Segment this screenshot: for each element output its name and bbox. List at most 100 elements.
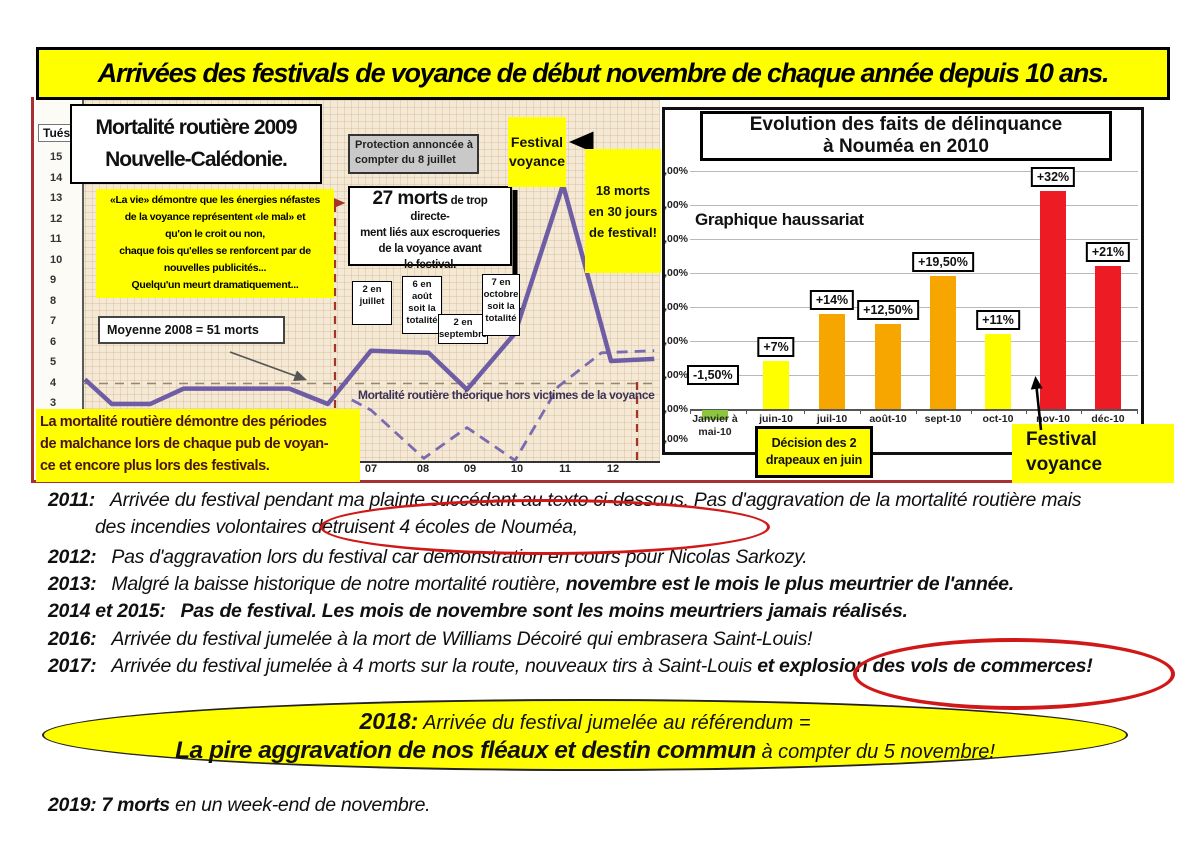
- right-chart-inner-label: Graphique haussariat: [695, 210, 864, 229]
- deaths-18-box: 18 morts en 30 jours de festival!: [585, 149, 661, 273]
- y-axis-label: ,00%: [664, 433, 688, 445]
- timeline-row-2011: 2011: Arrivée du festival pendant ma pla…: [48, 489, 1178, 512]
- x-tick-label: 07: [364, 463, 378, 475]
- year-label: 2011:: [48, 489, 95, 511]
- x-category-label: août-10: [869, 413, 907, 425]
- bar-déc-10: [1095, 266, 1121, 409]
- dashed-line-label: Mortalité routière théorique hors victim…: [358, 388, 655, 402]
- timeline-row-2012: 2012: Pas d'aggravation lors du festival…: [48, 546, 1178, 569]
- bar-value-label: +14%: [809, 289, 855, 310]
- x-tick-label: 12: [606, 463, 620, 475]
- year-label: 2013:: [48, 573, 97, 595]
- bar-oct-10: [985, 334, 1011, 409]
- year-label: 2014 et 2015:: [48, 600, 166, 622]
- bar-value-label: +12,50%: [857, 300, 919, 320]
- left-chart-title: Mortalité routière 2009 Nouvelle-Calédon…: [70, 104, 322, 184]
- x-category-label: sept-10: [924, 413, 962, 425]
- deaths-27-box: 27 morts de trop directe- ment liés aux …: [348, 186, 512, 271]
- left-chart-road-mortality: Tués Mortalité routière 2009 Nouvelle-Ca…: [36, 100, 661, 482]
- x-axis-tick: [1137, 409, 1138, 414]
- deaths-october-box: 7 en octobre soit la totalité: [482, 274, 520, 336]
- x-category-label: déc-10: [1091, 413, 1125, 425]
- x-axis-tick: [971, 409, 972, 414]
- y-tick-label: 13: [50, 192, 63, 204]
- timeline-text: Arrivée du festival jumelée à 4 morts su…: [111, 655, 1093, 677]
- x-axis-tick: [690, 409, 691, 414]
- y-tick-label: 10: [50, 253, 63, 266]
- y-tick-label: 3: [50, 397, 57, 409]
- y-axis-title: Tués: [38, 124, 76, 142]
- timeline-text: Arrivée du festival pendant ma plainte s…: [109, 489, 1082, 511]
- y-tick-label: 12: [50, 212, 63, 225]
- timeline-row-2011-line2: des incendies volontaires détruisent 4 é…: [95, 516, 578, 538]
- x-category-label: oct-10: [982, 413, 1014, 425]
- y-tick-label: 11: [50, 233, 62, 245]
- deaths-september-box: 2 en septembre: [438, 314, 488, 344]
- y-tick-label: 15: [50, 151, 63, 163]
- deaths-27-text: de trop directe- ment liés aux escroquer…: [360, 195, 500, 271]
- year-label: 2017:: [48, 655, 97, 677]
- timeline-text: Arrivée du festival jumelée à la mort de…: [111, 628, 813, 650]
- x-axis-tick: [1026, 409, 1027, 414]
- bar-value-label: +21%: [1085, 242, 1131, 263]
- y-tick-label: 14: [50, 171, 63, 184]
- year-label: 2012:: [48, 546, 97, 568]
- timeline-row-2016: 2016: Arrivée du festival jumelée à la m…: [48, 628, 1178, 651]
- right-chart-frame: [662, 107, 1144, 455]
- protection-box: Protection annoncée à compter du 8 juill…: [348, 134, 479, 174]
- highlight-oval-2018: 2018: Arrivée du festival jumelée au réf…: [42, 699, 1128, 771]
- deaths-july-box: 2 en juillet: [352, 281, 392, 325]
- timeline-text: Pas de festival. Les mois de novembre so…: [180, 600, 908, 622]
- bar-value-label: +32%: [1030, 167, 1076, 188]
- gridline: [690, 273, 1138, 274]
- y-axis-label: ,00%: [664, 165, 688, 177]
- deaths-august-box: 6 en août soit la totalité: [402, 276, 442, 334]
- bar-juin-10: [763, 361, 789, 409]
- mean-2008-box: Moyenne 2008 = 51 morts: [98, 316, 285, 344]
- y-tick-label: 5: [50, 356, 57, 368]
- oval-line2: La pire aggravation de nos fléaux et des…: [175, 737, 995, 764]
- timeline-text: Pas d'aggravation lors du festival car d…: [111, 546, 808, 568]
- oval-line1: 2018: Arrivée du festival jumelée au réf…: [359, 708, 811, 734]
- decision-box: Décision des 2 drapeaux en juin: [755, 426, 873, 478]
- festival-up-arrow: [1030, 376, 1043, 431]
- x-axis-tick: [804, 409, 805, 414]
- flyer-border-bottom: [31, 480, 1171, 483]
- bar-value-label: +19,50%: [912, 252, 974, 273]
- theoretical-mortality-line: [351, 349, 655, 462]
- x-category-label: nov-10: [1036, 413, 1070, 425]
- timeline-row-2014-2015: 2014 et 2015: Pas de festival. Les mois …: [48, 600, 1178, 623]
- y-axis-label: ,00%: [664, 403, 688, 415]
- y-tick-label: 6: [50, 335, 57, 348]
- deaths-27-number: 27 morts: [372, 188, 449, 209]
- x-tick-label: 11: [559, 463, 571, 475]
- y-axis-label: ,00%: [664, 199, 688, 211]
- x-tick-label: 08: [416, 463, 430, 475]
- y-axis-label: ,00%: [664, 369, 688, 381]
- gridline: [690, 171, 1138, 172]
- y-axis-label: ,00%: [664, 335, 688, 347]
- x-axis-tick: [1081, 409, 1082, 414]
- bar-Janvier à-mai-10: [702, 410, 728, 421]
- right-chart-title: Evolution des faits de délinquance à Nou…: [700, 111, 1112, 161]
- bar-août-10: [875, 324, 901, 409]
- year-label: 2016:: [48, 628, 97, 650]
- timeline-row-2019: 2019: 7 morts en un week-end de novembre…: [48, 794, 1178, 817]
- x-tick-label: 09: [463, 463, 477, 475]
- quote-box: «La vie» démontre que les énergies néfas…: [96, 189, 334, 298]
- bar-nov-10: [1040, 191, 1066, 409]
- x-axis-tick: [746, 409, 747, 414]
- y-axis-label: ,00%: [664, 301, 688, 313]
- y-tick-label: 4: [50, 376, 57, 389]
- y-tick-label: 8: [50, 294, 57, 307]
- y-axis-label: ,00%: [664, 267, 688, 279]
- timeline-text: Malgré la baisse historique de notre mor…: [111, 573, 1014, 595]
- gridline: [690, 205, 1138, 206]
- timeline-text: 2019: 7 morts en un week-end de novembre…: [48, 794, 431, 816]
- x-tick-label: 10: [510, 463, 524, 475]
- gridline: [690, 239, 1138, 240]
- x-category-label: juil-10: [816, 413, 848, 425]
- gridline: [690, 341, 1138, 342]
- right-chart-delinquency: Evolution des faits de délinquance à Nou…: [662, 100, 1174, 483]
